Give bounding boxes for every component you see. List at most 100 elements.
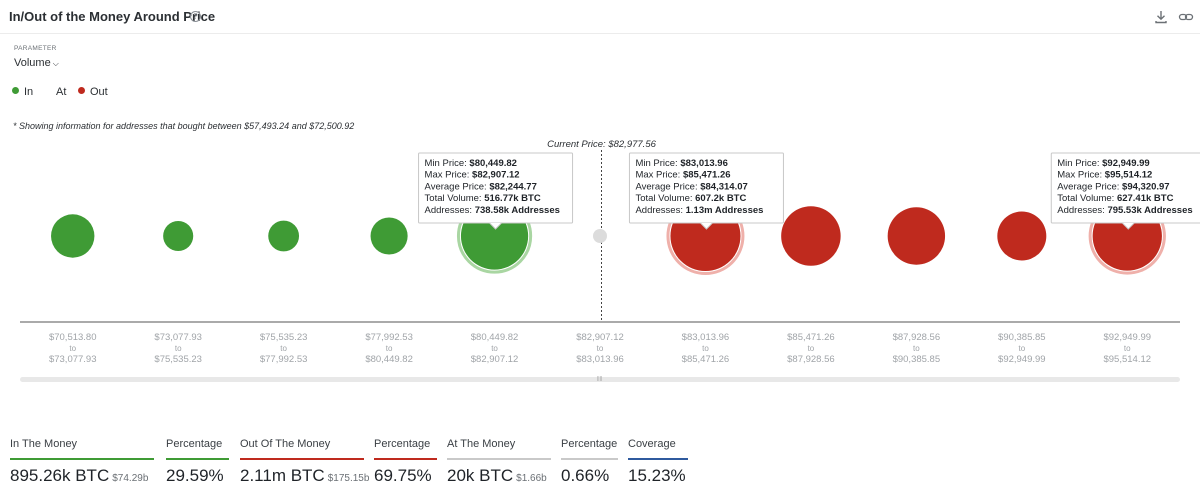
bubble-in-1 (163, 220, 194, 252)
bubble-in-3 (370, 217, 408, 255)
tick-label-to: $90,385.85 (893, 354, 941, 365)
tooltip-line: Average Price: $82,244.77 (425, 181, 537, 192)
summary-label: In The Money (10, 438, 78, 450)
tick-label-from: $92,949.99 (1103, 332, 1151, 343)
tick-label-to: $82,907.12 (471, 354, 519, 365)
summary-label: Percentage (561, 438, 618, 450)
tooltip-line: Average Price: $94,320.97 (1057, 181, 1169, 192)
tick-label-joiner: to (491, 344, 498, 353)
legend-label-in: In (24, 86, 34, 98)
tick-label-from: $70,513.80 (49, 332, 97, 343)
tick-label-to: $92,949.99 (998, 354, 1046, 365)
legend-item-in[interactable]: In (12, 86, 33, 98)
tooltip-line: Addresses: 795.53k Addresses (1057, 205, 1192, 216)
tick-label-to: $75,535.23 (154, 354, 202, 365)
tick-label-from: $85,471.26 (787, 332, 835, 343)
bubble-in-2 (268, 220, 300, 252)
tick-label-from: $83,013.96 (682, 332, 730, 343)
link-icon[interactable] (1178, 9, 1194, 25)
summary-underline (561, 458, 618, 460)
tick-label-to: $80,449.82 (365, 354, 413, 365)
tooltip-pointer (1121, 222, 1135, 230)
summary-value: 895.26k BTC $74.29b (10, 466, 149, 485)
tooltip-pointer (489, 222, 502, 230)
bubble-out-9 (997, 211, 1047, 261)
tooltip-line: Addresses: 738.58k Addresses (425, 205, 560, 216)
tooltip-line: Max Price: $82,907.12 (425, 170, 520, 181)
summary-value: 15.23% (628, 466, 686, 485)
bubble-at-5 (593, 229, 607, 243)
tick-label-to: $87,928.56 (787, 354, 835, 365)
tick-label-joiner: to (913, 344, 920, 353)
tick-label-joiner: to (808, 344, 815, 353)
tooltip-line: Total Volume: 516.77k BTC (425, 193, 541, 204)
parameter-label: PARAMETER (14, 45, 57, 52)
tooltip-line: Max Price: $95,514.12 (1057, 170, 1152, 181)
legend-dot-out (78, 87, 85, 94)
summary-label: Out Of The Money (240, 438, 331, 450)
tick-label-joiner: to (1124, 344, 1131, 353)
tick-label-joiner: to (1018, 344, 1025, 353)
tick-label-from: $90,385.85 (998, 332, 1046, 343)
tooltip-line: Average Price: $84,314.07 (635, 181, 747, 192)
tick-label-joiner: to (69, 344, 76, 353)
bubble-in-0 (51, 214, 95, 258)
summary-value: 69.75% (374, 466, 432, 485)
summary-subvalue: $1.66b (516, 473, 547, 484)
tooltip-line: Total Volume: 627.41k BTC (1057, 193, 1173, 204)
tick-label-joiner: to (175, 344, 182, 353)
tick-label-to: $77,992.53 (260, 354, 308, 365)
summary-value: 2.11m BTC $175.15b (240, 466, 370, 485)
horizontal-scrollbar[interactable] (20, 377, 1180, 382)
tooltip-line: Min Price: $80,449.82 (425, 158, 517, 169)
tick-label-to: $73,077.93 (49, 354, 97, 365)
summary-value: 29.59% (166, 466, 224, 485)
tick-label-to: $95,514.12 (1103, 354, 1151, 365)
summary-label: Percentage (374, 438, 431, 450)
tooltip-line: Min Price: $92,949.99 (1057, 158, 1149, 169)
info-note: * Showing information for addresses that… (13, 121, 355, 131)
summary-underline (240, 458, 364, 460)
panel-header: In/Out of the Money Around Price ? (0, 0, 1200, 34)
summary-subvalue: $74.29b (112, 473, 149, 484)
tick-label-from: $77,992.53 (365, 332, 413, 343)
parameter-dropdown[interactable]: Volume ⌵ (14, 57, 59, 69)
tick-label-to: $85,471.26 (682, 354, 730, 365)
summary-underline (628, 458, 688, 460)
summary-underline (10, 458, 154, 460)
tick-label-from: $80,449.82 (471, 332, 519, 343)
download-icon[interactable] (1153, 9, 1169, 25)
tick-label-from: $75,535.23 (260, 332, 308, 343)
current-price-label: Current Price: $82,977.56 (547, 139, 657, 150)
help-icon[interactable]: ? (190, 11, 201, 22)
tooltip-pointer (700, 222, 713, 230)
scrollbar-grip-icon[interactable]: |||| (597, 376, 603, 382)
legend-label-at: At (56, 86, 67, 98)
summary-value: 20k BTC $1.66b (447, 466, 547, 485)
summary-underline (166, 458, 229, 460)
parameter-value: Volume (14, 57, 51, 69)
tooltip-line: Min Price: $83,013.96 (635, 158, 727, 169)
legend-item-out[interactable]: Out (78, 86, 108, 98)
summary-label: Percentage (166, 438, 223, 450)
bubble-out-8 (887, 207, 946, 265)
legend-item-at[interactable]: At (56, 86, 66, 98)
summary-subvalue: $175.15b (327, 473, 370, 484)
summary-label: At The Money (447, 438, 516, 450)
tooltip-line: Total Volume: 607.2k BTC (635, 193, 746, 204)
summary-underline (447, 458, 551, 460)
chevron-down-icon: ⌵ (52, 59, 59, 68)
legend-label-out: Out (90, 86, 108, 98)
summary-label: Coverage (628, 438, 676, 450)
legend-dot-in (12, 87, 19, 94)
page-title: In/Out of the Money Around Price (9, 9, 216, 24)
tick-label-from: $82,907.12 (576, 332, 624, 343)
tick-label-joiner: to (280, 344, 287, 353)
tick-label-to: $83,013.96 (576, 354, 624, 365)
summary-underline (374, 458, 437, 460)
tick-label-from: $73,077.93 (154, 332, 202, 343)
tick-label-joiner: to (386, 344, 393, 353)
